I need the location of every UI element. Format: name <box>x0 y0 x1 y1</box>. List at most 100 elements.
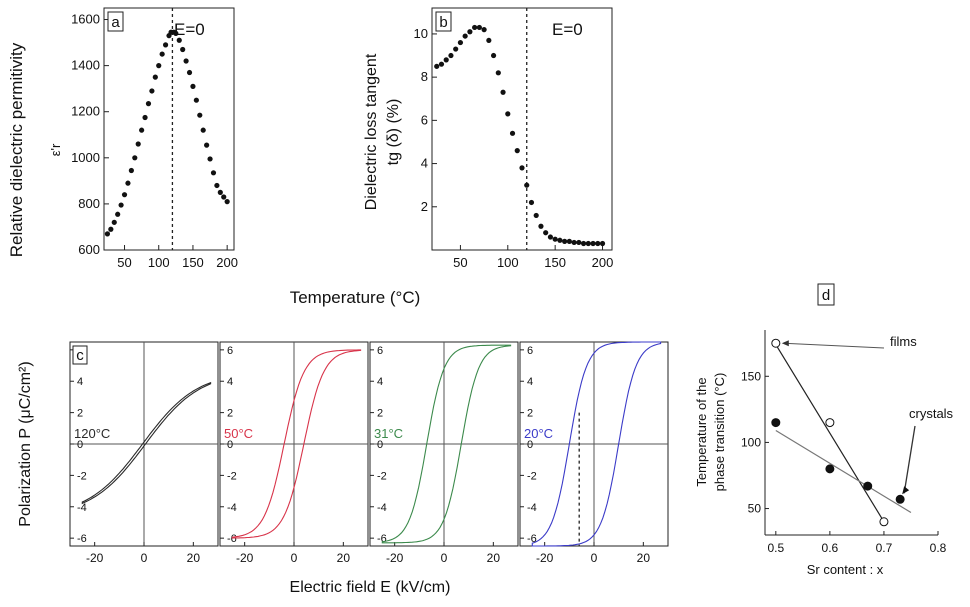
arrow-films <box>783 342 885 349</box>
data-point <box>214 182 220 189</box>
y-tick-label: 4 <box>527 376 533 388</box>
panel-label-box <box>107 11 124 32</box>
x-tick-label: 20 <box>187 551 201 565</box>
data-point <box>486 37 492 44</box>
y-axis-label: Temperature of the <box>694 377 709 486</box>
data-point <box>149 88 155 94</box>
y-tick-label: 150 <box>741 369 761 383</box>
y-tick-label: 4 <box>377 376 383 388</box>
data-point <box>543 230 549 236</box>
y-tick-label: 1400 <box>71 58 100 73</box>
hysteresis-loop <box>81 381 212 505</box>
data-point <box>590 240 596 247</box>
y-tick-label: -4 <box>77 502 87 514</box>
data-point <box>132 155 138 161</box>
data-point <box>509 130 516 136</box>
temperature-label: 50°C <box>224 426 253 441</box>
data-point <box>180 46 186 53</box>
data-point <box>125 180 131 186</box>
panel-label: c <box>76 347 84 364</box>
data-point <box>533 212 539 219</box>
x-tick-label: 0 <box>441 551 448 565</box>
hysteresis-loop <box>231 349 362 539</box>
panel-label: d <box>822 287 830 304</box>
data-point <box>118 202 124 208</box>
panel-b-loss-tangent: 50 100 150 200 2 4 6 8 10 b E=0 Dielectric loss tan… <box>363 7 614 270</box>
data-point <box>562 238 568 244</box>
data-point <box>519 165 525 171</box>
y-tick-label: 6 <box>377 345 383 357</box>
y-tick-label: -2 <box>377 470 387 482</box>
y-tick-label: 1600 <box>71 12 100 27</box>
y-tick-label: -6 <box>77 533 87 545</box>
data-point <box>457 39 464 46</box>
y-tick-label: 100 <box>741 435 761 449</box>
data-point <box>115 211 121 217</box>
x-tick-label: 200 <box>216 255 238 270</box>
data-point <box>863 481 873 491</box>
y-tick-label: 0 <box>377 439 383 451</box>
panel-label: a <box>111 14 120 31</box>
y-axis-label: Relative dielectric permitivity <box>7 42 26 257</box>
panel-label: b <box>439 14 447 31</box>
data-point <box>139 127 145 133</box>
data-point <box>599 240 606 247</box>
data-point <box>135 141 141 147</box>
x-tick-label: -20 <box>386 551 404 565</box>
y-tick-label: 10 <box>414 26 428 41</box>
data-point <box>771 418 781 428</box>
annotation-e0: E=0 <box>552 20 583 39</box>
y-tick-label: -4 <box>377 502 387 514</box>
data-point <box>490 52 497 59</box>
hysteresis-loop <box>531 341 662 547</box>
panel-label-box <box>817 283 835 306</box>
y-tick-label: 800 <box>78 196 100 211</box>
x-tick-label: 20 <box>637 551 651 565</box>
y-tick-label: 0 <box>527 439 533 451</box>
data-point <box>162 42 169 48</box>
data-point <box>224 199 230 205</box>
data-point <box>495 70 501 76</box>
y-axis-label-line2: phase transition (°C) <box>712 373 727 492</box>
x-tick-label: -20 <box>536 551 554 565</box>
data-point <box>156 63 162 69</box>
data-point <box>152 74 158 80</box>
hysteresis-loop <box>381 344 512 544</box>
x-tick-label: -20 <box>86 551 104 565</box>
y-tick-label: 1000 <box>71 150 100 165</box>
panel-label-box <box>435 11 452 32</box>
y-tick-label: 1200 <box>71 104 100 119</box>
data-point <box>159 51 165 57</box>
temperature-label: 31°C <box>374 426 403 441</box>
data-point <box>500 89 506 95</box>
x-tick-label: 0.7 <box>876 541 893 555</box>
arrowhead-crystals <box>902 486 910 495</box>
temperature-label: 20°C <box>524 426 553 441</box>
x-tick-label: 0.6 <box>822 541 839 555</box>
panel-d-phase-transition: 0.5 0.6 0.7 0.8 50 100 150 films crystals d Temper… <box>694 283 954 577</box>
data-point <box>145 101 152 107</box>
y-tick-label: 4 <box>77 376 83 388</box>
data-point <box>505 111 511 117</box>
data-point <box>771 338 781 348</box>
data-point <box>453 46 459 52</box>
data-point <box>221 194 227 200</box>
data-point <box>472 24 478 31</box>
x-tick-label: 0 <box>141 551 148 565</box>
data-point <box>462 33 468 39</box>
fit-line <box>775 344 885 523</box>
y-tick-label: -2 <box>227 470 237 482</box>
y-tick-label: -2 <box>527 470 537 482</box>
y-tick-label: 6 <box>527 345 533 357</box>
data-point <box>566 238 572 244</box>
y-axis-label: Dielectric loss tangent <box>363 53 380 210</box>
data-point <box>204 142 210 148</box>
y-tick-label: 8 <box>421 69 428 84</box>
x-tick-label: 200 <box>592 255 614 270</box>
data-point <box>128 167 134 174</box>
panel-label-box <box>72 345 88 365</box>
data-point <box>193 97 199 103</box>
